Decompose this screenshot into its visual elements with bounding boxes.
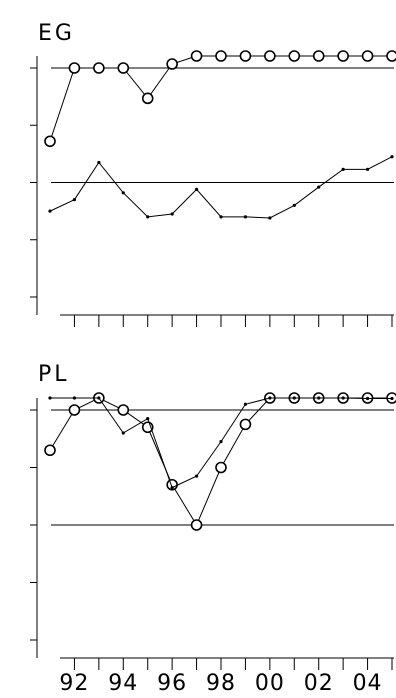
data-point-dot bbox=[121, 431, 125, 435]
data-point-circle bbox=[68, 404, 81, 416]
data-point-circle bbox=[93, 62, 105, 74]
data-point-circle bbox=[44, 444, 56, 457]
panel-title: PL bbox=[38, 362, 70, 387]
data-point-dot bbox=[72, 396, 77, 400]
data-point-circle bbox=[68, 62, 81, 74]
data-point-dot bbox=[243, 215, 248, 219]
data-point-dot bbox=[194, 474, 199, 478]
data-point-dot bbox=[97, 160, 101, 165]
data-point-dot bbox=[48, 209, 52, 213]
x-tick-label: 94 bbox=[108, 671, 138, 696]
data-point-dot bbox=[243, 402, 248, 406]
data-point-dot bbox=[390, 155, 394, 159]
data-point-circle bbox=[312, 50, 325, 62]
data-point-dot bbox=[219, 440, 223, 444]
data-point-circle bbox=[361, 50, 374, 62]
data-point-circle bbox=[337, 50, 349, 62]
data-point-circle bbox=[190, 519, 203, 531]
data-point-dot bbox=[97, 396, 101, 400]
data-point-dot bbox=[194, 187, 199, 191]
data-point-dot bbox=[268, 216, 272, 220]
data-point-dot bbox=[146, 215, 150, 219]
data-point-circle bbox=[141, 92, 154, 105]
data-point-dot bbox=[390, 396, 394, 401]
data-point-dot bbox=[72, 198, 77, 202]
x-tick-label: 00 bbox=[255, 671, 285, 696]
x-tick-label: 98 bbox=[206, 671, 236, 696]
data-point-circle bbox=[288, 50, 301, 62]
data-point-dot bbox=[292, 203, 296, 207]
data-point-dot bbox=[365, 396, 370, 401]
x-tick-label: 96 bbox=[157, 671, 187, 696]
series-dot-line bbox=[49, 156, 393, 219]
data-point-circle bbox=[386, 50, 396, 62]
data-point-dot bbox=[317, 185, 321, 189]
data-point-dot bbox=[170, 212, 174, 216]
data-point-dot bbox=[219, 215, 223, 219]
data-point-circle bbox=[239, 418, 252, 431]
data-point-circle bbox=[44, 135, 56, 148]
x-tick-label: 04 bbox=[353, 671, 383, 696]
data-point-circle bbox=[117, 62, 130, 74]
data-point-circle bbox=[215, 461, 227, 474]
data-point-dot bbox=[146, 417, 150, 421]
data-point-circle bbox=[215, 50, 227, 62]
data-point-circle bbox=[239, 50, 252, 62]
x-tick-label: 02 bbox=[304, 671, 334, 696]
data-point-dot bbox=[341, 167, 345, 171]
data-point-dot bbox=[268, 396, 272, 400]
data-point-circle bbox=[166, 58, 178, 70]
data-point-dot bbox=[365, 167, 370, 171]
data-point-dot bbox=[48, 396, 52, 400]
data-point-dot bbox=[341, 396, 345, 400]
x-tick-label: 92 bbox=[59, 671, 89, 696]
data-point-circle bbox=[264, 50, 276, 62]
data-point-dot bbox=[170, 486, 174, 490]
panel-title: EG bbox=[38, 21, 75, 46]
data-point-dot bbox=[317, 396, 321, 400]
data-point-circle bbox=[190, 50, 203, 62]
data-point-circle bbox=[117, 404, 130, 416]
data-point-dot bbox=[121, 191, 125, 195]
series-circle-line bbox=[49, 397, 392, 527]
data-point-dot bbox=[292, 396, 296, 400]
